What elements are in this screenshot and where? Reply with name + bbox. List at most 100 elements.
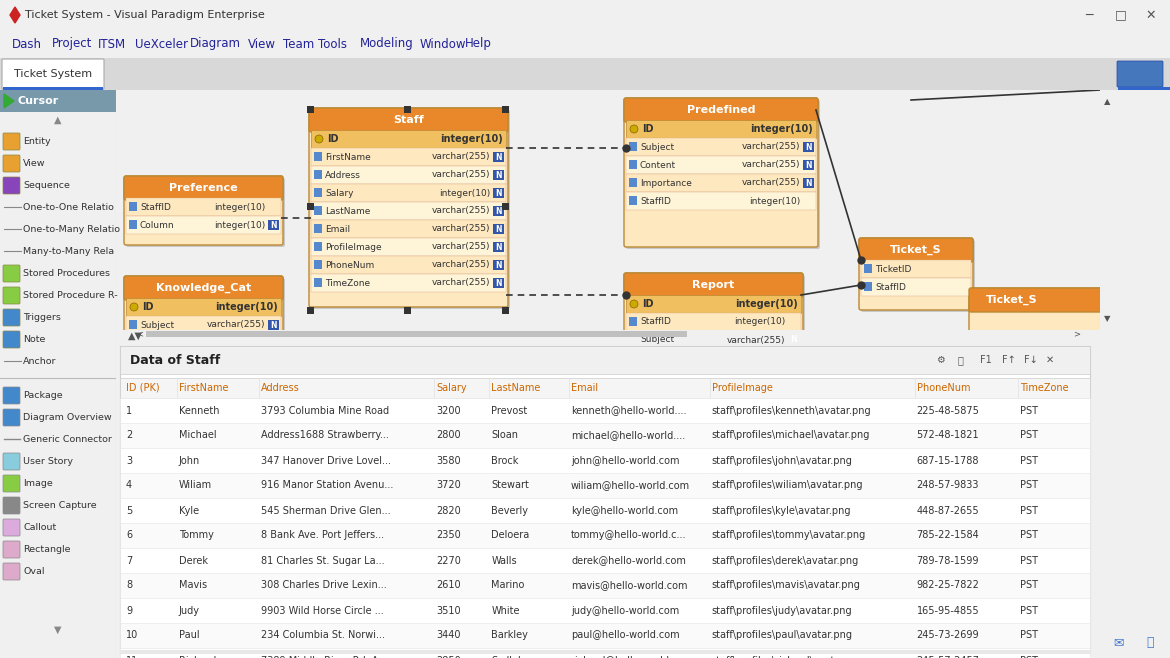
Bar: [629, 335, 636, 344]
Text: 448-87-2655: 448-87-2655: [916, 505, 979, 515]
Text: 11: 11: [126, 655, 138, 658]
Text: View: View: [23, 159, 46, 168]
Text: staff\profiles\mavis\avatar.png: staff\profiles\mavis\avatar.png: [711, 580, 860, 590]
Text: TimeZone: TimeZone: [325, 278, 370, 288]
Text: Deloera: Deloera: [491, 530, 530, 540]
Text: 982-25-7822: 982-25-7822: [916, 580, 979, 590]
Text: N: N: [270, 320, 277, 330]
Bar: [502, 203, 509, 210]
Text: 225-48-5875: 225-48-5875: [916, 405, 979, 415]
Text: Knowledge_Cat: Knowledge_Cat: [156, 283, 252, 293]
Text: StaffID: StaffID: [140, 203, 171, 211]
Polygon shape: [4, 94, 14, 108]
Text: ProfileImage: ProfileImage: [711, 383, 772, 393]
Text: 📋: 📋: [1147, 636, 1154, 649]
Text: Cursor: Cursor: [18, 96, 60, 106]
Text: Paul: Paul: [179, 630, 199, 640]
Bar: [502, 307, 509, 314]
Text: PST: PST: [1019, 555, 1038, 565]
Bar: [121, 523, 1090, 548]
Text: Image: Image: [23, 480, 53, 488]
Text: staff\profiles\john\avatar.png: staff\profiles\john\avatar.png: [711, 455, 853, 465]
Text: 3: 3: [126, 455, 132, 465]
Text: ─: ─: [1085, 9, 1093, 22]
FancyBboxPatch shape: [311, 110, 510, 309]
Text: ▲▼: ▲▼: [128, 331, 143, 341]
Bar: [121, 423, 1090, 448]
Text: Help: Help: [464, 38, 491, 51]
Text: 81 Charles St. Sugar La...: 81 Charles St. Sugar La...: [261, 555, 384, 565]
Text: Tools: Tools: [318, 38, 347, 51]
Text: <: <: [136, 330, 143, 338]
Text: ⚙: ⚙: [936, 355, 944, 365]
Text: Walls: Walls: [491, 555, 517, 565]
Text: PST: PST: [1019, 655, 1038, 658]
Bar: [311, 148, 505, 166]
Text: 165-95-4855: 165-95-4855: [916, 605, 979, 615]
Text: Ticket_S: Ticket_S: [986, 295, 1038, 305]
Text: 3793 Columbia Mine Road: 3793 Columbia Mine Road: [261, 405, 388, 415]
Text: varchar(255): varchar(255): [432, 170, 490, 180]
Text: Marino: Marino: [491, 580, 525, 590]
Text: Barkley: Barkley: [491, 630, 529, 640]
Text: Diagram: Diagram: [190, 38, 241, 51]
Bar: [626, 331, 801, 349]
Bar: [314, 152, 322, 161]
Text: FirstName: FirstName: [179, 383, 228, 393]
Bar: [493, 278, 504, 288]
Text: 3440: 3440: [436, 630, 461, 640]
Text: View: View: [248, 38, 276, 51]
Text: N: N: [270, 220, 277, 230]
Text: Preference: Preference: [170, 183, 238, 193]
Bar: [307, 106, 314, 113]
Text: PST: PST: [1019, 630, 1038, 640]
Text: F↓: F↓: [1024, 355, 1038, 365]
Bar: [311, 184, 505, 202]
Text: Predefined: Predefined: [687, 105, 756, 115]
Text: 3720: 3720: [436, 480, 461, 490]
Text: Stewart: Stewart: [491, 480, 529, 490]
FancyBboxPatch shape: [4, 331, 20, 348]
Bar: [121, 548, 1090, 573]
FancyBboxPatch shape: [626, 275, 805, 389]
Bar: [493, 224, 504, 234]
Bar: [314, 170, 322, 179]
Text: Wiliam: Wiliam: [179, 480, 212, 490]
Text: ID: ID: [642, 299, 654, 309]
Text: N: N: [805, 143, 812, 151]
Text: 308 Charles Drive Lexin...: 308 Charles Drive Lexin...: [261, 580, 386, 590]
Text: Rectangle: Rectangle: [23, 545, 70, 555]
Text: staff\profiles\kyle\avatar.png: staff\profiles\kyle\avatar.png: [711, 505, 851, 515]
Text: paul@hello-world.com: paul@hello-world.com: [571, 630, 680, 640]
Text: Salary: Salary: [436, 383, 467, 393]
Text: john@hello-world.com: john@hello-world.com: [571, 455, 680, 465]
Bar: [121, 473, 1090, 498]
Text: N: N: [495, 188, 502, 197]
FancyBboxPatch shape: [4, 133, 20, 150]
Text: varchar(255): varchar(255): [727, 353, 785, 363]
Text: Anchor: Anchor: [23, 357, 56, 367]
Text: White: White: [491, 605, 519, 615]
Bar: [311, 220, 505, 238]
FancyBboxPatch shape: [624, 98, 818, 122]
FancyBboxPatch shape: [861, 240, 975, 312]
Text: wiliam@hello-world.com: wiliam@hello-world.com: [571, 480, 690, 490]
Bar: [626, 295, 801, 313]
FancyBboxPatch shape: [969, 288, 1113, 347]
Text: varchar(255): varchar(255): [742, 178, 800, 188]
Text: Window: Window: [420, 38, 467, 51]
Text: Ticket System: Ticket System: [14, 69, 92, 79]
Text: PST: PST: [1019, 580, 1038, 590]
FancyBboxPatch shape: [624, 98, 818, 247]
FancyBboxPatch shape: [124, 176, 283, 200]
Text: ▼: ▼: [1103, 314, 1110, 323]
Text: Prevost: Prevost: [491, 405, 528, 415]
Bar: [129, 202, 137, 211]
Text: 245-57-2457: 245-57-2457: [916, 655, 979, 658]
Text: Address: Address: [325, 170, 360, 180]
Text: Entity: Entity: [23, 138, 50, 147]
Text: ID: ID: [642, 124, 654, 134]
FancyBboxPatch shape: [124, 276, 283, 338]
Text: ID (PK): ID (PK): [126, 383, 159, 393]
Text: Ticket_S: Ticket_S: [890, 245, 942, 255]
